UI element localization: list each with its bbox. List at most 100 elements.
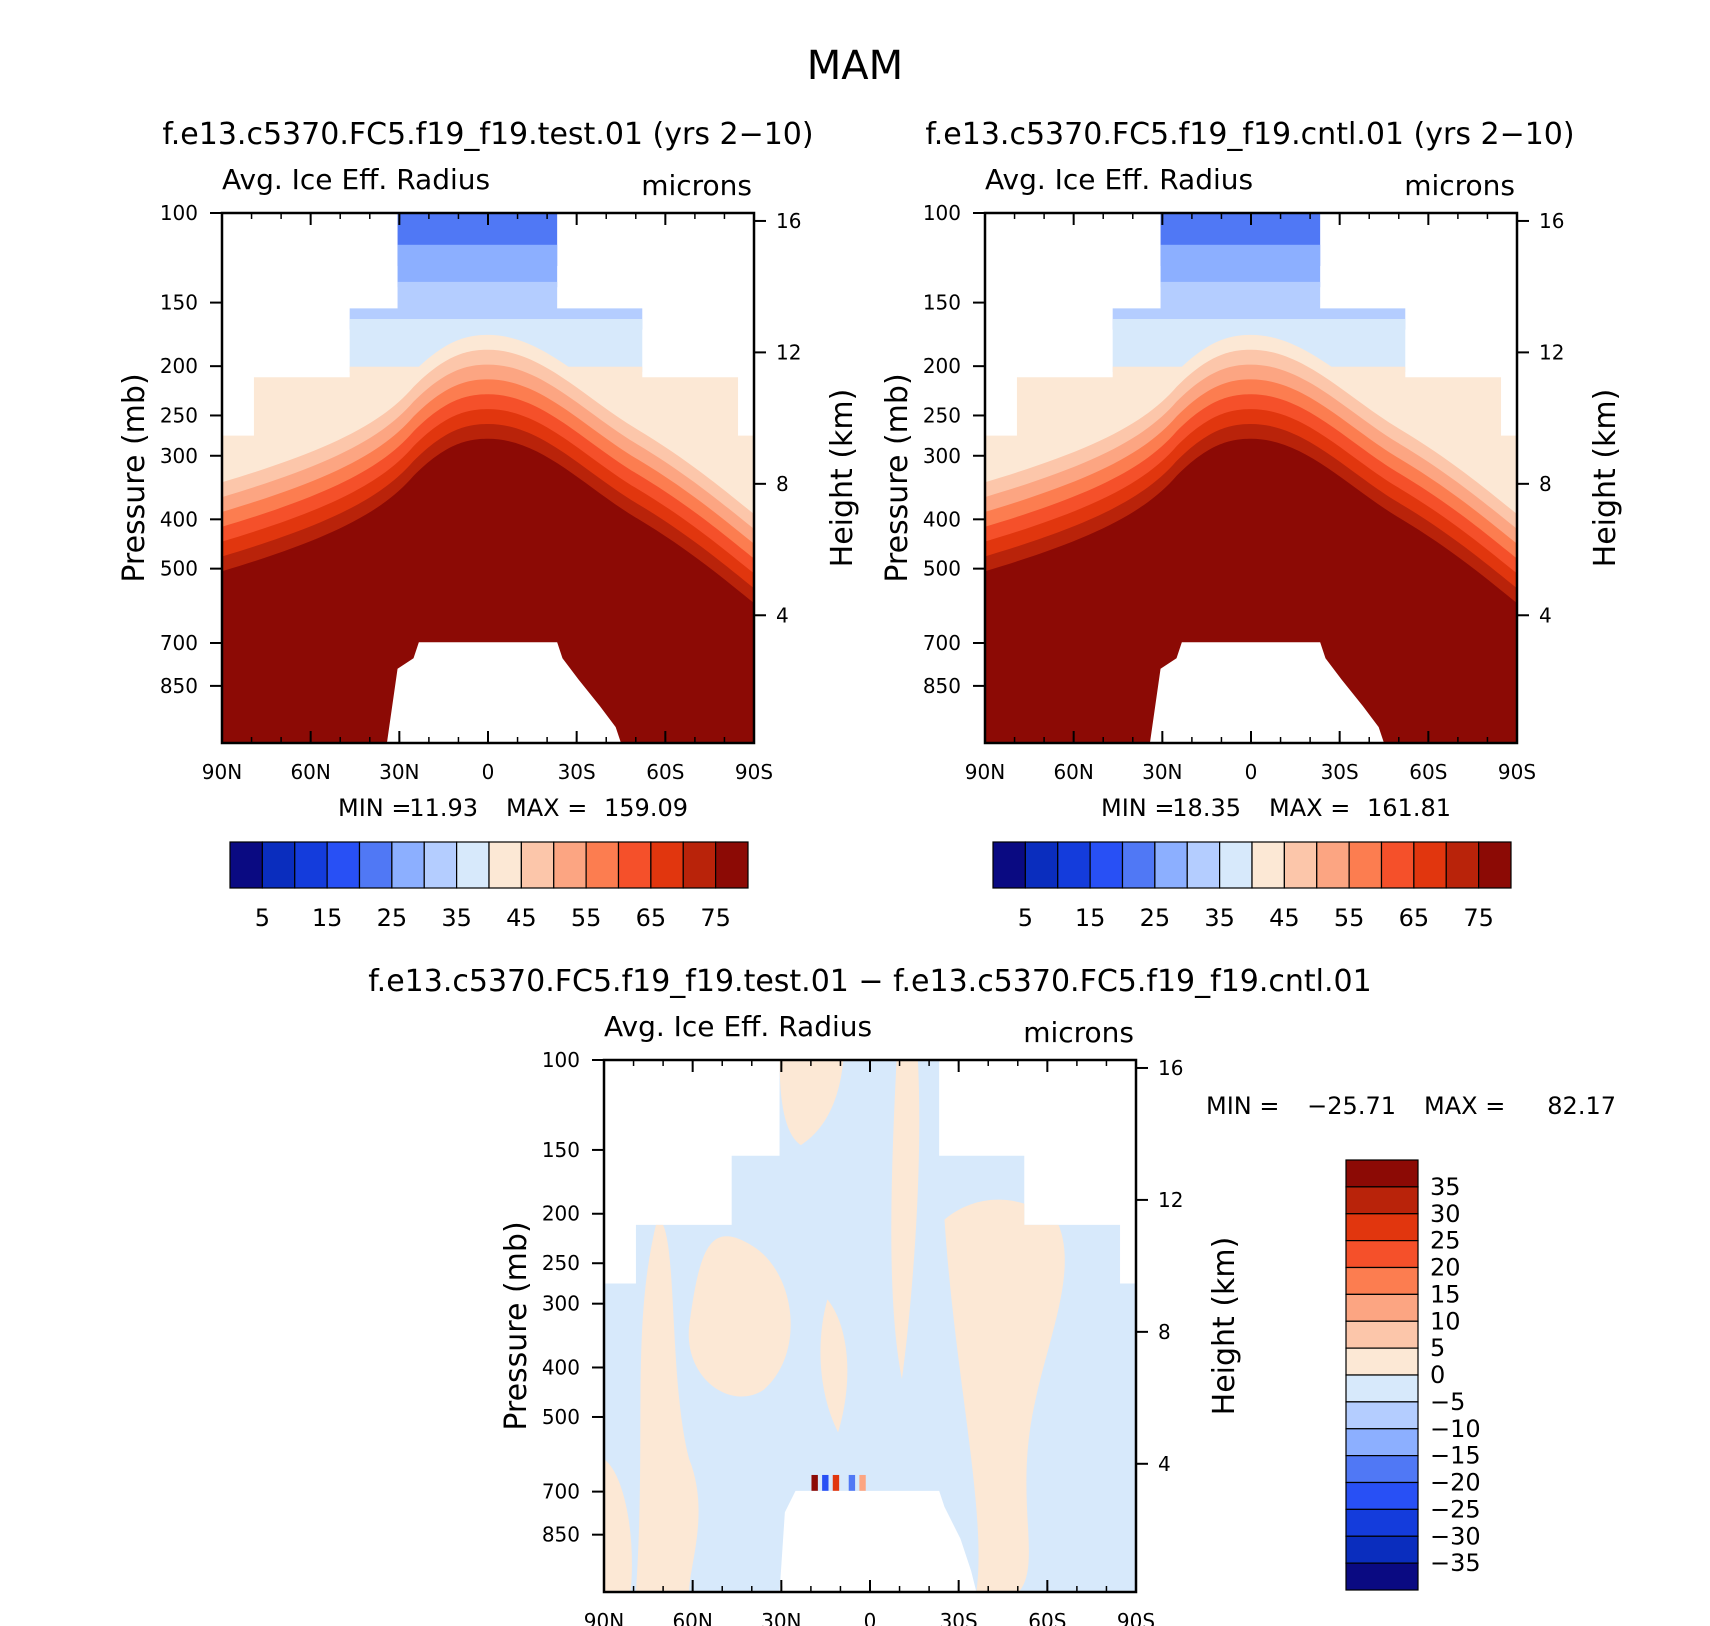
- colorbar-box: [1345, 1455, 1419, 1484]
- y-right-tick-label: 4: [1539, 603, 1552, 627]
- x-tick-label: 60S: [1028, 1609, 1066, 1626]
- band-extreme: [832, 1474, 840, 1491]
- colorbar-label: −15: [1430, 1442, 1481, 1470]
- colorbar-box: [358, 841, 393, 889]
- x-tick-label: 90N: [584, 1609, 624, 1626]
- band-pos: [604, 1459, 632, 1592]
- y-right-axis-label: Height (km): [1588, 389, 1623, 568]
- colorbar-label: −10: [1430, 1415, 1481, 1443]
- colorbar-box: [1345, 1159, 1419, 1188]
- x-tick-label: 0: [1245, 760, 1258, 784]
- x-tick-label: 30S: [940, 1609, 978, 1626]
- x-tick-label: 0: [864, 1609, 877, 1626]
- no-data-region: [386, 642, 621, 743]
- y-tick-label: 500: [160, 557, 198, 581]
- y-axis-label: Pressure (mb): [880, 373, 915, 582]
- colorbar-box: [261, 841, 296, 889]
- colorbar-label: 35: [1204, 904, 1235, 932]
- colorbar-box: [326, 841, 361, 889]
- colorbar-box: [1345, 1535, 1419, 1564]
- colorbar-box: [1345, 1401, 1419, 1430]
- colorbar-box: [1380, 841, 1415, 889]
- colorbar-box: [423, 841, 458, 889]
- min-value: 18.35: [1172, 794, 1241, 822]
- colorbar-box: [1413, 841, 1447, 889]
- y-tick-label: 400: [542, 1355, 580, 1379]
- y-tick-label: 500: [923, 557, 961, 581]
- min-value: −25.71: [1307, 1092, 1396, 1120]
- colorbar-label: 10: [1430, 1307, 1461, 1335]
- colorbar-box: [1445, 841, 1480, 889]
- y-axis-label: Pressure (mb): [499, 1221, 534, 1430]
- field-bands: [985, 213, 1517, 743]
- colorbar-box: [1345, 1428, 1419, 1457]
- y-right-tick-label: 12: [1158, 1188, 1183, 1212]
- colorbar-box: [1345, 1481, 1419, 1510]
- band-blue: [222, 244, 754, 288]
- y-tick-label: 700: [542, 1480, 580, 1504]
- y-tick-label: 300: [923, 444, 961, 468]
- colorbar-label: −20: [1430, 1469, 1481, 1497]
- y-tick-label: 700: [160, 631, 198, 655]
- panel-title: f.e13.c5370.FC5.f19_f19.cntl.01 (yrs 2−1…: [925, 117, 1574, 152]
- colorbar-label: 65: [1399, 904, 1430, 932]
- x-tick-label: 30S: [1321, 760, 1359, 784]
- y-right-tick-label: 12: [1539, 340, 1564, 364]
- colorbar-box: [391, 841, 425, 889]
- x-tick-label: 30N: [379, 760, 419, 784]
- colorbar-label: 35: [441, 904, 472, 932]
- y-tick-label: 150: [923, 291, 961, 315]
- colorbar-label: 45: [506, 904, 537, 932]
- y-right-axis-label: Height (km): [825, 389, 860, 568]
- band-max: [985, 440, 1517, 743]
- y-right-tick-label: 16: [776, 209, 801, 233]
- band-pos: [688, 1236, 791, 1397]
- colorbar-label: 5: [1430, 1334, 1445, 1362]
- left-string: Avg. Ice Eff. Radius: [604, 1010, 872, 1043]
- colorbar-label: −25: [1430, 1495, 1481, 1523]
- colorbar-box: [1345, 1213, 1419, 1242]
- band-extreme: [811, 1474, 818, 1491]
- colorbar-box: [617, 841, 652, 889]
- x-tick-label: 30N: [761, 1609, 801, 1626]
- y-tick-label: 250: [923, 403, 961, 427]
- colorbar-box: [585, 841, 620, 889]
- y-right-tick-label: 16: [1158, 1056, 1183, 1080]
- field-bands: [604, 1060, 1136, 1592]
- x-tick-label: 30N: [1142, 760, 1182, 784]
- colorbar-label: 35: [1430, 1173, 1461, 1201]
- panel-1: f.e13.c5370.FC5.f19_f19.test.01 (yrs 2−1…: [117, 117, 860, 932]
- colorbar-label: 65: [636, 904, 667, 932]
- max-value: 82.17: [1547, 1092, 1616, 1120]
- y-right-tick-label: 4: [1158, 1452, 1171, 1476]
- y-tick-label: 400: [160, 507, 198, 531]
- y-tick-label: 100: [542, 1048, 580, 1072]
- colorbar-label: −30: [1430, 1522, 1481, 1550]
- x-tick-label: 90S: [1498, 760, 1536, 784]
- colorbar-box: [1186, 841, 1221, 889]
- band-max: [222, 440, 754, 743]
- colorbar-box: [1121, 841, 1156, 889]
- band-pos: [944, 1199, 1065, 1592]
- colorbar-box: [1345, 1320, 1419, 1349]
- right-string: microns: [1404, 169, 1515, 202]
- x-tick-label: 30S: [558, 760, 596, 784]
- colorbar-box: [294, 841, 328, 889]
- panel-2: f.e13.c5370.FC5.f19_f19.cntl.01 (yrs 2−1…: [880, 117, 1623, 932]
- colorbar-box: [456, 841, 490, 889]
- x-tick-label: 90S: [735, 760, 773, 784]
- colorbar-box: [1219, 841, 1253, 889]
- colorbar-box: [1024, 841, 1059, 889]
- colorbar-label: 15: [1430, 1280, 1461, 1308]
- colorbar-label: 25: [1140, 904, 1171, 932]
- band-extreme: [822, 1474, 829, 1491]
- max-value: 161.81: [1367, 794, 1451, 822]
- min-label: MIN =: [338, 794, 411, 822]
- colorbar-label: −5: [1430, 1388, 1465, 1416]
- colorbar-box: [1316, 841, 1350, 889]
- band-blue: [985, 244, 1517, 288]
- colorbar-label: 75: [1463, 904, 1494, 932]
- colorbar-label: 0: [1430, 1361, 1445, 1389]
- y-tick-label: 250: [160, 403, 198, 427]
- figure-title: MAM: [807, 43, 903, 89]
